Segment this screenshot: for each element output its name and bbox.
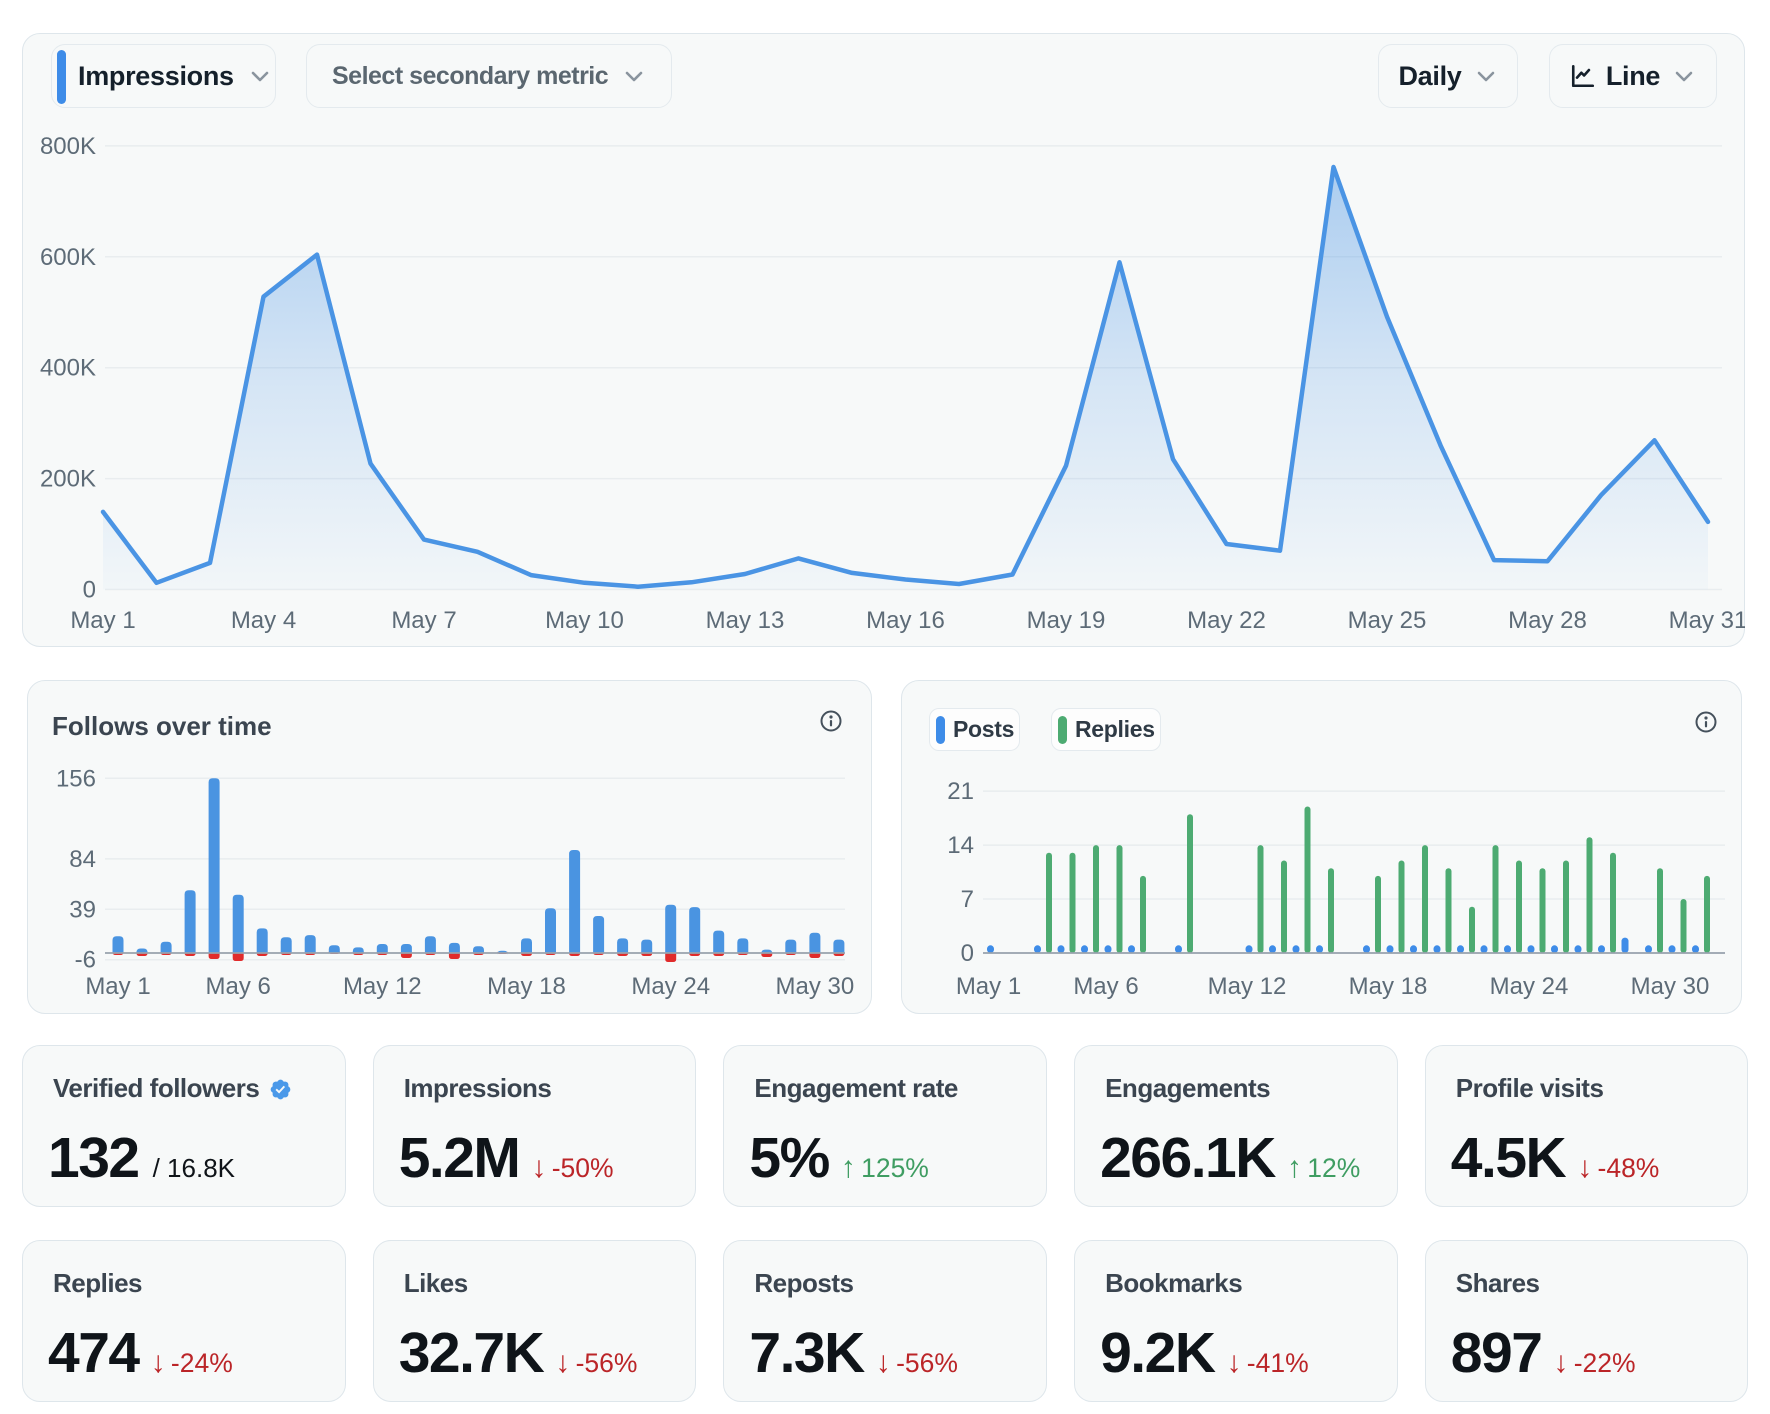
svg-text:7: 7 [961,886,974,913]
svg-text:May 18: May 18 [487,973,566,1000]
svg-text:May 10: May 10 [545,607,624,634]
svg-text:14: 14 [947,832,974,859]
svg-text:21: 21 [947,778,974,805]
svg-text:May 13: May 13 [706,607,785,634]
svg-text:May 6: May 6 [1073,973,1138,1000]
svg-text:May 6: May 6 [206,973,271,1000]
svg-text:May 31: May 31 [1669,607,1745,634]
svg-text:May 24: May 24 [1490,973,1569,1000]
svg-text:84: 84 [69,846,96,873]
svg-text:May 12: May 12 [343,973,422,1000]
svg-text:0: 0 [961,940,974,967]
svg-text:May 1: May 1 [956,973,1021,1000]
svg-text:39: 39 [69,896,96,923]
svg-text:May 18: May 18 [1349,973,1428,1000]
svg-text:May 1: May 1 [85,973,150,1000]
svg-text:May 1: May 1 [70,607,135,634]
svg-text:May 30: May 30 [776,973,855,1000]
svg-text:600K: 600K [40,244,96,271]
svg-text:200K: 200K [40,466,96,493]
svg-text:May 19: May 19 [1027,607,1106,634]
svg-text:May 30: May 30 [1631,973,1710,1000]
svg-text:156: 156 [56,765,96,792]
svg-text:May 24: May 24 [631,973,710,1000]
svg-text:May 4: May 4 [231,607,296,634]
svg-text:May 12: May 12 [1208,973,1287,1000]
svg-text:-6: -6 [75,947,96,974]
svg-text:800K: 800K [40,133,96,160]
svg-text:May 25: May 25 [1348,607,1427,634]
svg-text:400K: 400K [40,355,96,382]
svg-text:May 28: May 28 [1508,607,1587,634]
svg-text:May 7: May 7 [391,607,456,634]
svg-text:0: 0 [83,577,96,604]
svg-text:May 22: May 22 [1187,607,1266,634]
svg-text:May 16: May 16 [866,607,945,634]
